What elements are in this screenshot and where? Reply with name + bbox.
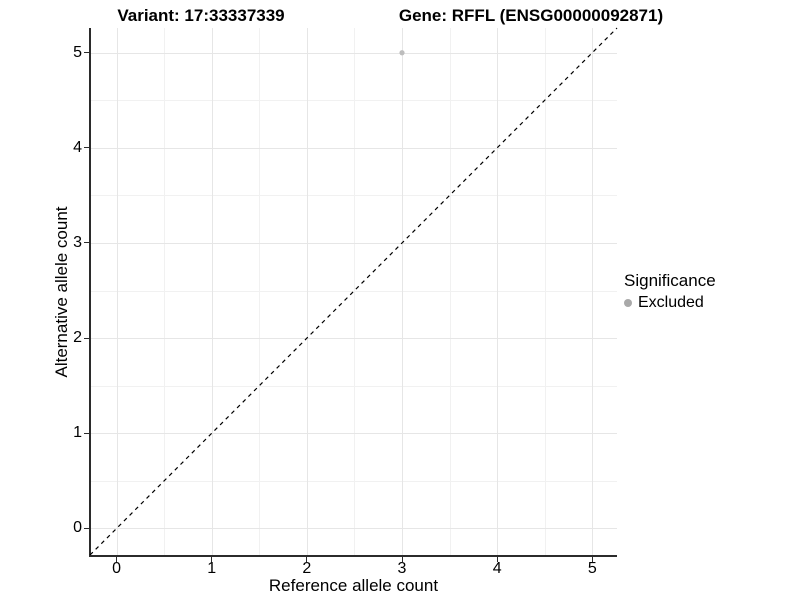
minor-gridline xyxy=(90,100,617,102)
legend-title: Significance xyxy=(624,271,716,290)
x-tick-mark xyxy=(496,557,498,562)
legend: Significance Excluded xyxy=(624,271,716,312)
y-tick-mark xyxy=(84,432,89,434)
major-gridline xyxy=(90,147,617,149)
x-tick-label: 1 xyxy=(207,560,217,577)
minor-gridline xyxy=(90,195,617,197)
y-tick-label: 4 xyxy=(73,138,82,156)
x-tick-label: 5 xyxy=(587,560,597,577)
major-gridline xyxy=(90,338,617,340)
y-tick-mark xyxy=(84,337,89,339)
major-gridline xyxy=(116,28,118,555)
minor-gridline xyxy=(90,385,617,387)
y-tick-label: 3 xyxy=(73,233,82,251)
x-tick-label: 2 xyxy=(302,560,312,577)
major-gridline xyxy=(90,528,617,530)
y-tick-label: 2 xyxy=(73,329,82,347)
x-axis-line xyxy=(89,555,617,557)
major-gridline xyxy=(211,28,213,555)
x-tick-label: 0 xyxy=(112,560,122,577)
major-gridline xyxy=(90,242,617,244)
major-gridline xyxy=(306,28,308,555)
x-tick-mark xyxy=(116,557,118,562)
minor-gridline xyxy=(90,480,617,482)
y-axis-title: Alternative allele count xyxy=(52,206,71,378)
x-tick-mark xyxy=(211,557,213,562)
y-axis-line xyxy=(89,28,91,557)
major-gridline xyxy=(592,28,594,555)
y-tick-mark xyxy=(84,527,89,529)
x-tick-mark xyxy=(401,557,403,562)
y-tick-mark xyxy=(84,147,89,149)
y-tick-mark xyxy=(84,242,89,244)
major-gridline xyxy=(497,28,499,555)
legend-item-label: Excluded xyxy=(638,294,704,311)
gene-title: Gene: RFFL (ENSG00000092871) xyxy=(398,6,664,25)
major-gridline xyxy=(90,433,617,435)
legend-item-excluded: Excluded xyxy=(624,294,716,312)
x-tick-label: 3 xyxy=(397,560,407,577)
plot-panel xyxy=(90,28,617,555)
excluded-point-icon xyxy=(624,299,632,307)
x-axis-title: Reference allele count xyxy=(268,576,439,595)
major-gridline xyxy=(90,52,617,54)
y-tick-label: 1 xyxy=(73,424,82,442)
minor-gridline xyxy=(90,290,617,292)
major-gridline xyxy=(402,28,403,555)
y-tick-label: 5 xyxy=(73,43,82,61)
variant-title: Variant: 17:33337339 xyxy=(117,6,285,25)
x-tick-mark xyxy=(591,557,593,562)
y-tick-mark xyxy=(84,52,89,54)
y-tick-label: 0 xyxy=(73,519,82,537)
x-tick-mark xyxy=(306,557,308,562)
x-tick-label: 4 xyxy=(492,560,502,577)
